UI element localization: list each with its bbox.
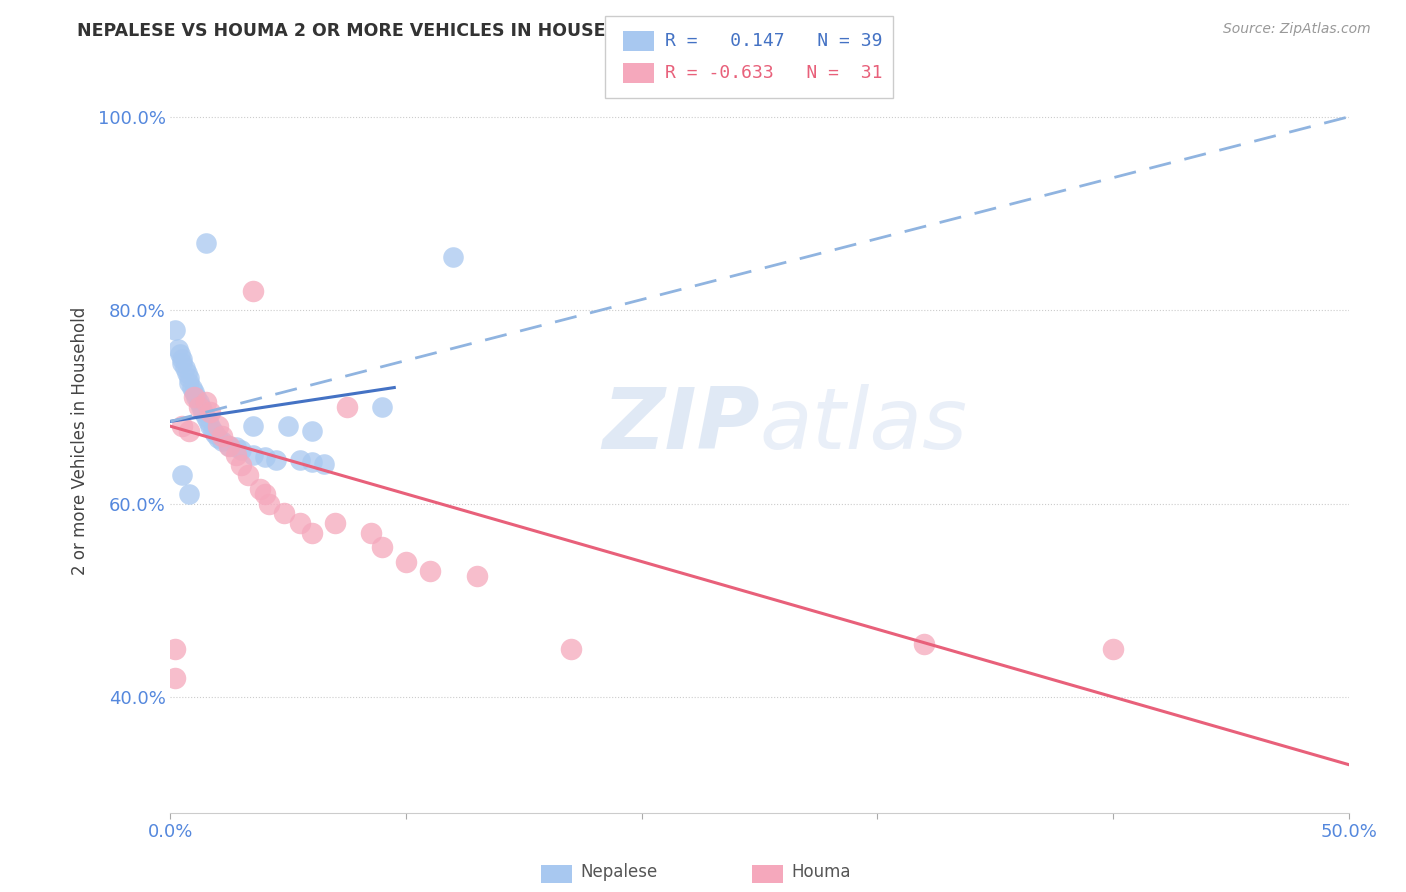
Point <box>371 400 394 414</box>
Point <box>336 400 359 414</box>
Point <box>201 424 224 438</box>
Point <box>172 351 194 366</box>
Point <box>166 342 188 356</box>
Point <box>194 409 217 424</box>
Text: ZIP: ZIP <box>602 384 759 467</box>
Point <box>190 400 212 414</box>
Point <box>197 414 219 428</box>
Point <box>288 453 311 467</box>
Point <box>259 497 281 511</box>
Point <box>207 431 229 445</box>
Point <box>179 424 201 438</box>
Point <box>172 419 194 434</box>
Point <box>172 467 194 482</box>
Point <box>200 419 222 434</box>
Point <box>419 564 441 578</box>
Point <box>211 434 233 448</box>
Point <box>211 429 233 443</box>
Point <box>183 390 205 404</box>
Point <box>194 395 217 409</box>
Point <box>193 405 215 419</box>
Point <box>194 235 217 250</box>
Point <box>218 438 240 452</box>
Point <box>253 487 276 501</box>
Point <box>395 555 418 569</box>
Point <box>312 457 335 471</box>
Text: Source: ZipAtlas.com: Source: ZipAtlas.com <box>1223 22 1371 37</box>
Point <box>249 482 271 496</box>
Text: Houma: Houma <box>792 863 851 881</box>
Point <box>266 453 288 467</box>
Point <box>165 671 187 685</box>
Point <box>165 641 187 656</box>
Point <box>176 366 198 380</box>
Point <box>465 569 488 583</box>
Point <box>200 405 222 419</box>
Point <box>225 441 247 455</box>
Point <box>301 424 323 438</box>
Point <box>229 443 252 458</box>
Point <box>179 487 201 501</box>
Text: R = -0.633   N =  31: R = -0.633 N = 31 <box>665 64 883 82</box>
Point <box>172 356 194 370</box>
Point <box>288 516 311 530</box>
Point <box>187 400 209 414</box>
Point <box>371 540 394 554</box>
Text: Nepalese: Nepalese <box>581 863 658 881</box>
Point <box>204 426 226 441</box>
Point <box>912 637 935 651</box>
Point <box>229 458 252 472</box>
Point <box>165 322 187 336</box>
Point <box>179 371 201 385</box>
Point <box>238 467 260 482</box>
Point <box>173 361 195 376</box>
Point <box>301 525 323 540</box>
Point <box>441 250 464 264</box>
Point <box>242 284 264 298</box>
Point <box>242 448 264 462</box>
Point <box>169 347 191 361</box>
Point <box>560 641 582 656</box>
Point <box>183 385 205 400</box>
Point <box>273 506 295 520</box>
Point <box>301 455 323 469</box>
Point <box>180 380 202 394</box>
Text: atlas: atlas <box>759 384 967 467</box>
Point <box>1102 641 1125 656</box>
Point <box>207 419 229 434</box>
Point <box>179 376 201 390</box>
Point <box>277 419 299 434</box>
Point <box>253 450 276 464</box>
Point <box>242 419 264 434</box>
Point <box>186 390 208 404</box>
Y-axis label: 2 or more Vehicles in Household: 2 or more Vehicles in Household <box>72 307 89 574</box>
Point <box>187 395 209 409</box>
Point <box>218 438 240 452</box>
Point <box>225 448 247 462</box>
Point <box>360 525 382 540</box>
Point <box>325 516 347 530</box>
Text: R =   0.147   N = 39: R = 0.147 N = 39 <box>665 32 883 50</box>
Text: NEPALESE VS HOUMA 2 OR MORE VEHICLES IN HOUSEHOLD CORRELATION CHART: NEPALESE VS HOUMA 2 OR MORE VEHICLES IN … <box>77 22 876 40</box>
